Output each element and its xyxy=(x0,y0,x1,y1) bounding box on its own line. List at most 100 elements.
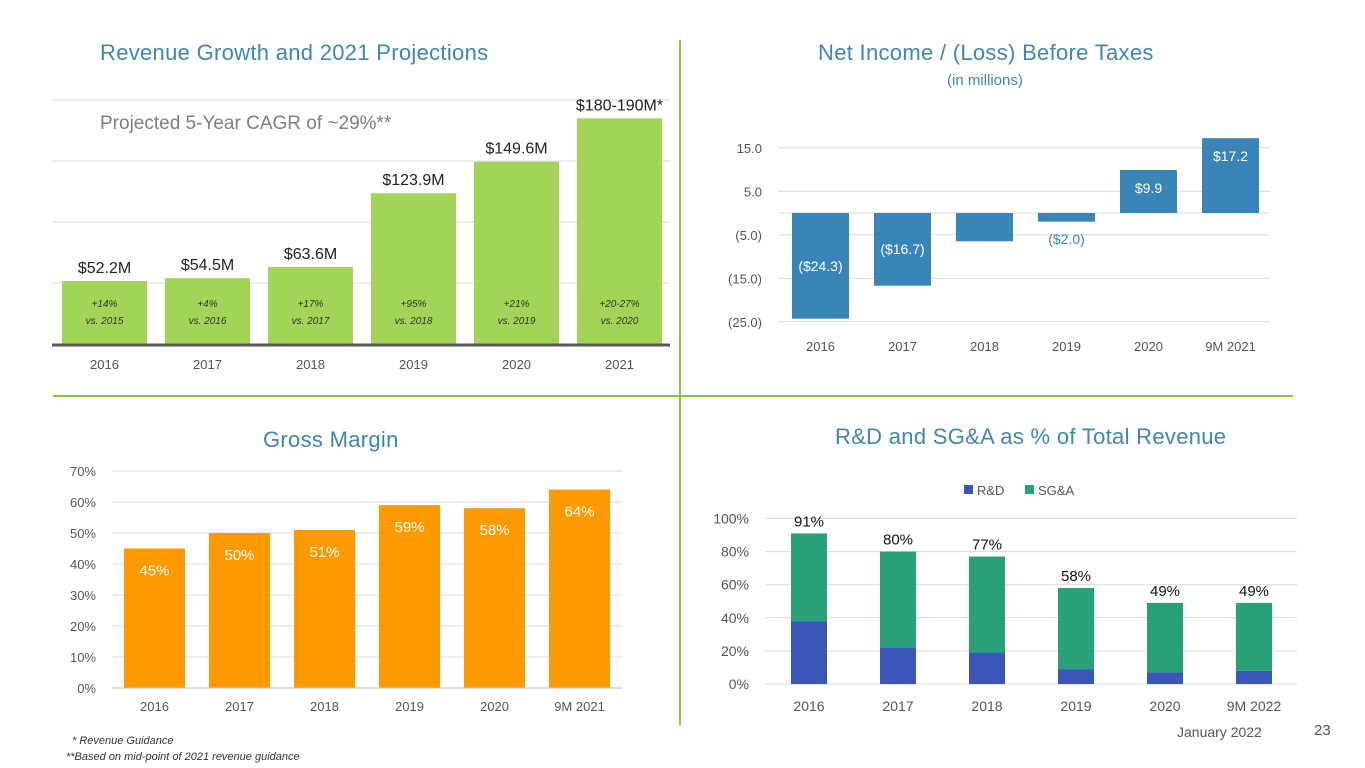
rd-sga-y-tick: 60% xyxy=(721,577,749,593)
total-pct-label: 91% xyxy=(794,513,824,530)
total-pct-label: 49% xyxy=(1239,583,1269,600)
gross-margin-y-tick: 0% xyxy=(77,681,96,696)
growth-label: +20-27% xyxy=(599,299,639,310)
net-income-value-label: ($16.7) xyxy=(880,241,924,257)
total-pct-label: 49% xyxy=(1150,583,1180,600)
revenue-bar xyxy=(62,281,147,345)
horizontal-divider xyxy=(53,395,1293,397)
sga-bar-segment xyxy=(791,533,827,622)
net-income-value-label: $17.2 xyxy=(1213,148,1248,164)
net-income-y-tick: 5.0 xyxy=(744,184,762,199)
growth-label-basis: vs. 2019 xyxy=(498,316,536,327)
net-income-x-tick: 2018 xyxy=(970,339,999,354)
legend-rd-label: R&D xyxy=(977,483,1004,498)
gross-margin-chart-title: Gross Margin xyxy=(263,427,399,452)
growth-label-basis: vs. 2015 xyxy=(86,316,124,327)
growth-label: +14% xyxy=(92,299,118,310)
sga-bar-segment xyxy=(880,551,916,648)
net-income-bar xyxy=(874,213,931,286)
rd-bar-segment xyxy=(969,652,1005,684)
rd-sga-y-tick: 20% xyxy=(721,643,749,659)
revenue-bar xyxy=(474,161,559,345)
rd-bar-segment xyxy=(1058,669,1094,684)
rd-bar-segment xyxy=(1236,670,1272,684)
growth-label-basis: vs. 2018 xyxy=(395,316,433,327)
gross-margin-bar xyxy=(294,529,355,688)
gross-margin-y-tick: 30% xyxy=(70,588,96,603)
gross-margin-x-tick: 2016 xyxy=(140,699,169,714)
gross-margin-value-label: 45% xyxy=(139,563,169,580)
revenue-bar xyxy=(577,118,662,345)
net-income-bar xyxy=(1202,138,1259,213)
net-income-chart: 15.0 5.0 (5.0) (15.0) (25.0) ($24.3) 2016 ($16.… xyxy=(728,138,1270,354)
net-income-x-tick: 2020 xyxy=(1134,339,1163,354)
slide-date: January 2022 xyxy=(1177,724,1262,740)
growth-label: +17% xyxy=(298,299,324,310)
rd-sga-x-tick: 2019 xyxy=(1060,698,1091,714)
net-income-chart-title: Net Income / (Loss) Before Taxes xyxy=(818,40,1154,65)
revenue-value-label: $123.9M xyxy=(382,172,444,189)
growth-label: +4% xyxy=(197,299,217,310)
gross-margin-x-tick: 2020 xyxy=(480,699,509,714)
total-pct-label: 58% xyxy=(1061,568,1091,585)
net-income-bar xyxy=(956,213,1013,242)
cagr-annotation: Projected 5-Year CAGR of ~29%** xyxy=(100,113,392,134)
rd-sga-x-tick: 2017 xyxy=(882,698,913,714)
gross-margin-x-tick: 2018 xyxy=(310,699,339,714)
growth-label-basis: vs. 2016 xyxy=(189,316,227,327)
net-income-bar xyxy=(1120,169,1177,213)
net-income-y-tick: (25.0) xyxy=(728,315,762,330)
gross-margin-bar xyxy=(464,508,525,688)
revenue-bar xyxy=(371,193,456,345)
total-pct-label: 80% xyxy=(883,532,913,549)
net-income-chart-subtitle: (in millions) xyxy=(947,72,1023,89)
total-pct-label: 77% xyxy=(972,537,1002,554)
gross-margin-bar xyxy=(209,533,270,688)
gross-margin-y-tick: 60% xyxy=(70,495,96,510)
revenue-bar xyxy=(268,267,353,345)
page-number: 23 xyxy=(1314,722,1331,739)
net-income-bar xyxy=(792,213,849,319)
growth-label: +21% xyxy=(504,299,530,310)
legend-sga-label: SG&A xyxy=(1038,483,1074,498)
footnote-revenue-guidance: * Revenue Guidance xyxy=(72,735,174,747)
gross-margin-x-tick: 2017 xyxy=(225,699,254,714)
gross-margin-value-label: 59% xyxy=(394,519,424,536)
growth-label-basis: vs. 2017 xyxy=(292,316,330,327)
revenue-value-label: $54.5M xyxy=(181,257,234,274)
rd-sga-x-tick: 2020 xyxy=(1149,698,1180,714)
revenue-x-tick: 2021 xyxy=(605,357,634,372)
revenue-x-tick: 2020 xyxy=(502,357,531,372)
growth-label: +95% xyxy=(401,299,427,310)
net-income-y-tick: (15.0) xyxy=(728,271,762,286)
revenue-value-label: $180-190M* xyxy=(576,97,663,114)
gross-margin-bar xyxy=(549,489,610,688)
net-income-y-tick: 15.0 xyxy=(737,141,762,156)
revenue-value-label: $149.6M xyxy=(485,141,547,158)
footnote-midpoint: **Based on mid-point of 2021 revenue gui… xyxy=(66,751,300,763)
net-income-bar xyxy=(1038,213,1095,222)
revenue-value-label: $63.6M xyxy=(284,246,337,263)
legend-sga-swatch xyxy=(1025,485,1034,494)
rd-bar-segment xyxy=(791,621,827,684)
rd-bar-segment xyxy=(880,647,916,684)
gross-margin-bar xyxy=(379,505,440,688)
revenue-value-label: $52.2M xyxy=(78,260,131,277)
gross-margin-x-tick: 2019 xyxy=(395,699,424,714)
gross-margin-y-tick: 40% xyxy=(70,557,96,572)
rd-sga-x-tick: 2018 xyxy=(971,698,1002,714)
revenue-chart-title: Revenue Growth and 2021 Projections xyxy=(100,40,489,65)
rd-bar-segment xyxy=(1147,672,1183,684)
gross-margin-value-label: 50% xyxy=(224,547,254,564)
net-income-value-label: ($2.0) xyxy=(1048,231,1085,247)
gross-margin-chart: 0% 10% 20% 30% 40% 50% 60% 70% 45% 2016 50% 2017 51%… xyxy=(70,464,622,714)
net-income-value-label: $9.9 xyxy=(1135,180,1162,196)
sga-bar-segment xyxy=(1147,602,1183,673)
revenue-x-tick: 2017 xyxy=(193,357,222,372)
net-income-y-tick: (5.0) xyxy=(735,228,762,243)
rd-sga-y-tick: 100% xyxy=(713,511,749,527)
net-income-value-label: ($24.3) xyxy=(798,258,842,274)
growth-label-basis: vs. 2020 xyxy=(601,316,639,327)
legend-rd-swatch xyxy=(964,485,973,494)
